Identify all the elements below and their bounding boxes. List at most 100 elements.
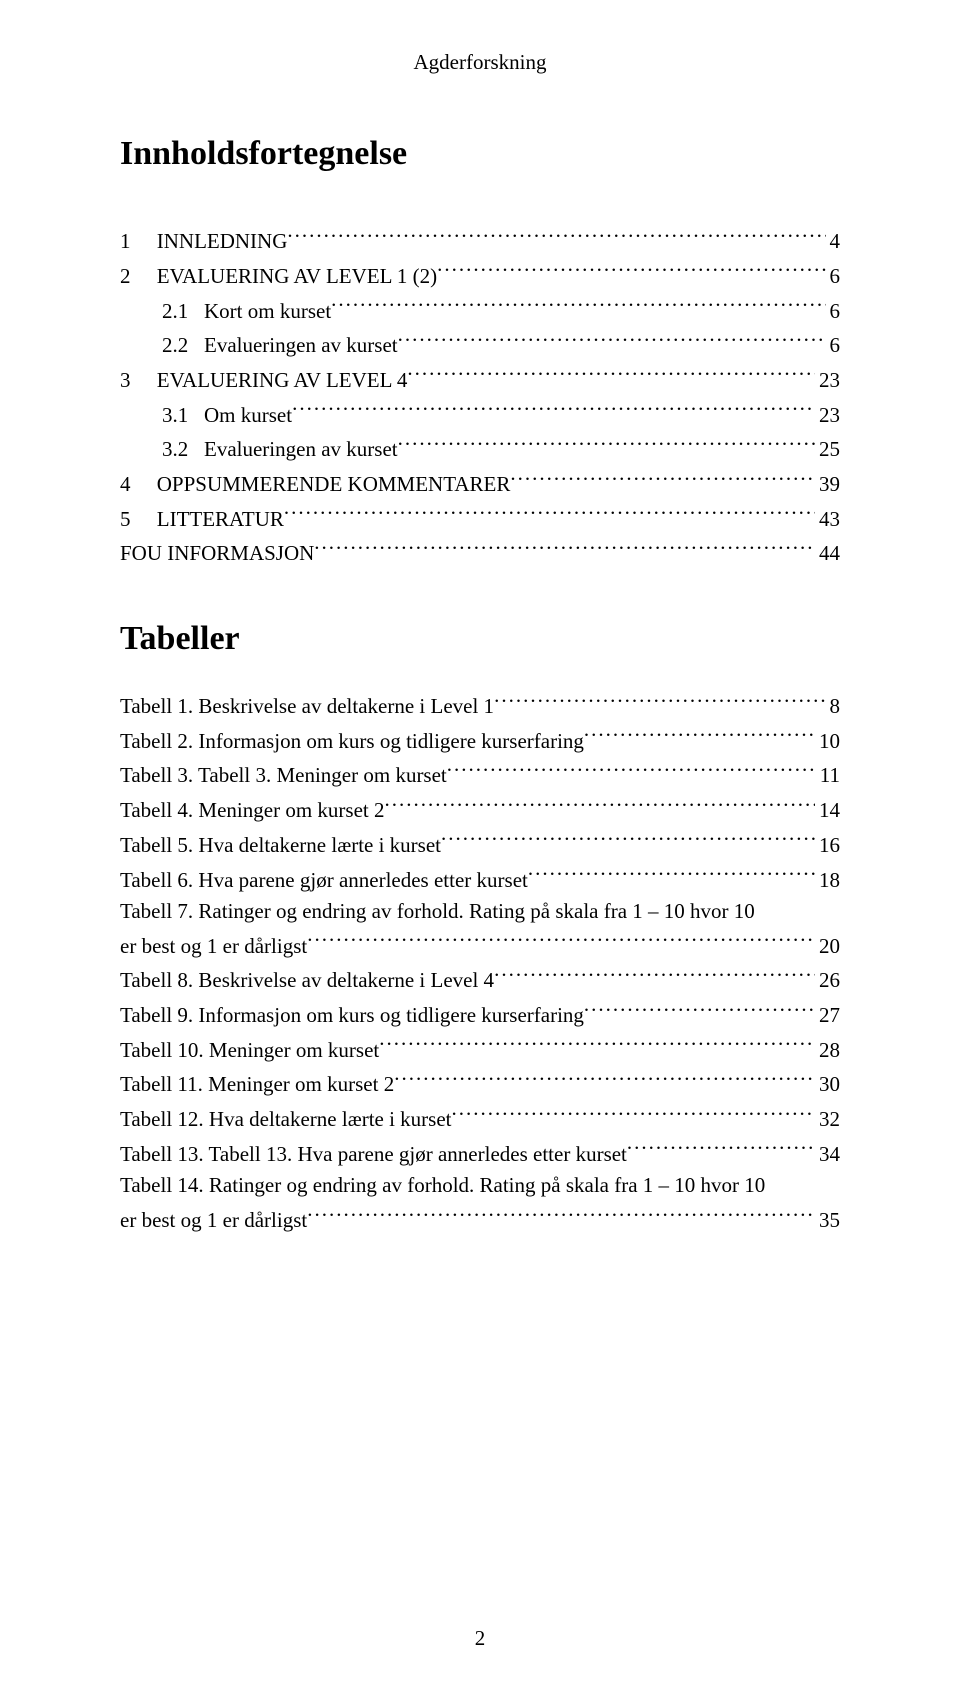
toc-entry-label: FOU INFORMASJON (120, 538, 314, 570)
tables-entry-text-line1: Tabell 14. Ratinger og endring av forhol… (120, 1170, 840, 1202)
toc-entry-label: 3.2 Evalueringen av kurset (162, 434, 398, 466)
tables-entry-page: 16 (815, 830, 840, 862)
tables-entry: Tabell 4. Meninger om kurset 214 (120, 792, 840, 827)
toc-entry-label: 1 INNLEDNING (120, 226, 287, 258)
tables-entry-text: Tabell 9. Informasjon om kurs og tidlige… (120, 1000, 584, 1032)
tables-entry-text: Tabell 12. Hva deltakerne lærte i kurset (120, 1104, 452, 1136)
tables-section-title: Tabeller (120, 620, 840, 658)
toc-entry-text: Evalueringen av kurset (204, 333, 398, 357)
toc-leader (384, 792, 815, 817)
toc-entry-number: 3.2 (162, 434, 188, 466)
toc-leader (307, 1202, 815, 1227)
toc-leader (307, 928, 815, 953)
tables-entry: Tabell 5. Hva deltakerne lærte i kurset 1… (120, 827, 840, 862)
toc-entry-label: 2.2 Evalueringen av kurset (162, 330, 398, 362)
tables-entry: Tabell 7. Ratinger og endring av forhold… (120, 896, 840, 962)
toc-entry-label: 2.1 Kort om kurset (162, 296, 331, 328)
toc-entry-label: 5 LITTERATUR (120, 504, 284, 536)
toc-entry-page: 4 (826, 226, 841, 258)
toc-entry-number: 3.1 (162, 400, 188, 432)
toc-entry-page: 43 (815, 504, 840, 536)
toc-entry-number: 2.1 (162, 296, 188, 328)
toc-gap (131, 264, 157, 288)
toc-leader (284, 501, 815, 526)
toc-gap (188, 403, 204, 427)
tables-entry-text: Tabell 8. Beskrivelse av deltakerne i Le… (120, 965, 494, 997)
tables-entry: Tabell 14. Ratinger og endring av forhol… (120, 1170, 840, 1236)
toc-entry-page: 6 (826, 261, 841, 293)
toc-leader (292, 396, 815, 421)
toc-leader (584, 997, 815, 1022)
toc-entry-number: 3 (120, 365, 131, 397)
toc-entry-text: EVALUERING AV LEVEL 1 (2) (157, 264, 437, 288)
toc-leader (379, 1032, 815, 1057)
toc-entry-text: EVALUERING AV LEVEL 4 (157, 368, 408, 392)
running-header: Agderforskning (120, 50, 840, 75)
tables-entry-page: 14 (815, 795, 840, 827)
tables-entry-text: Tabell 3. Tabell 3. Meninger om kurset (120, 760, 447, 792)
toc-entry-number: 1 (120, 226, 131, 258)
toc-entry-text: INNLEDNING (157, 229, 288, 253)
tables-entry-page: 28 (815, 1035, 840, 1067)
toc-entry: 3.1 Om kurset23 (120, 396, 840, 431)
toc-entry-page: 44 (815, 538, 840, 570)
toc-gap (188, 299, 204, 323)
toc-gap (188, 333, 204, 357)
toc-entry-text: Kort om kurset (204, 299, 331, 323)
tables-entry-page: 11 (816, 760, 840, 792)
toc-entry-text: Evalueringen av kurset (204, 437, 398, 461)
toc-leader (494, 962, 815, 987)
toc-entry: 4 OPPSUMMERENDE KOMMENTARER 39 (120, 466, 840, 501)
tables-entry-page: 35 (815, 1205, 840, 1237)
toc-leader (510, 466, 815, 491)
toc-leader (584, 723, 815, 748)
toc-entry-page: 23 (815, 365, 840, 397)
tables-entry-page: 27 (815, 1000, 840, 1032)
tables-entry: Tabell 10. Meninger om kurset 28 (120, 1032, 840, 1067)
toc-entry-number: 2.2 (162, 330, 188, 362)
toc-leader (407, 362, 815, 387)
tables-entry-text: Tabell 11. Meninger om kurset 2 (120, 1069, 394, 1101)
page-title: Innholdsfortegnelse (120, 135, 840, 173)
tables-entry-text: Tabell 2. Informasjon om kurs og tidlige… (120, 726, 584, 758)
tables-entry-line2: er best og 1 er dårligst35 (120, 1202, 840, 1237)
toc-gap (131, 507, 157, 531)
toc-leader (398, 327, 826, 352)
toc-entry-number: 2 (120, 261, 131, 293)
tables-entry-page: 10 (815, 726, 840, 758)
toc-entry: 2.1 Kort om kurset6 (120, 292, 840, 327)
toc-entry-label: 3 EVALUERING AV LEVEL 4 (120, 365, 407, 397)
toc-entry-page: 39 (815, 469, 840, 501)
toc-entry-label: 2 EVALUERING AV LEVEL 1 (2) (120, 261, 437, 293)
tables-entry-page: 30 (815, 1069, 840, 1101)
tables-entry: Tabell 1. Beskrivelse av deltakerne i Le… (120, 688, 840, 723)
toc-entry-number: 4 (120, 469, 131, 501)
toc-entry-number: 5 (120, 504, 131, 536)
toc-leader (452, 1101, 816, 1126)
toc-entry-label: 4 OPPSUMMERENDE KOMMENTARER (120, 469, 510, 501)
toc-entry-text: OPPSUMMERENDE KOMMENTARER (157, 472, 511, 496)
tables-entry-page: 18 (815, 865, 840, 897)
toc-leader (528, 861, 815, 886)
tables-entry-text: Tabell 6. Hva parene gjør annerledes ett… (120, 865, 528, 897)
toc-entry: 2 EVALUERING AV LEVEL 1 (2) 6 (120, 258, 840, 293)
toc-entry-text: Om kurset (204, 403, 292, 427)
tables-entry-page: 32 (815, 1104, 840, 1136)
toc-gap (131, 368, 157, 392)
toc-entry-page: 25 (815, 434, 840, 466)
toc-entry-label: 3.1 Om kurset (162, 400, 292, 432)
tables-entry-text: Tabell 5. Hva deltakerne lærte i kurset (120, 830, 441, 862)
tables-entry-page: 34 (815, 1139, 840, 1171)
tables-entry-page: 8 (826, 691, 841, 723)
toc-gap (188, 437, 204, 461)
tables-entry-page: 20 (815, 931, 840, 963)
toc-entry: 5 LITTERATUR 43 (120, 501, 840, 536)
toc-leader (494, 688, 825, 713)
toc-leader (437, 258, 825, 283)
tables-entry-text: Tabell 10. Meninger om kurset (120, 1035, 379, 1067)
toc-leader (394, 1066, 815, 1091)
toc-gap (131, 472, 157, 496)
tables-entry: Tabell 6. Hva parene gjør annerledes ett… (120, 861, 840, 896)
toc-leader (314, 535, 815, 560)
table-of-contents: 1 INNLEDNING42 EVALUERING AV LEVEL 1 (2)… (120, 223, 840, 570)
